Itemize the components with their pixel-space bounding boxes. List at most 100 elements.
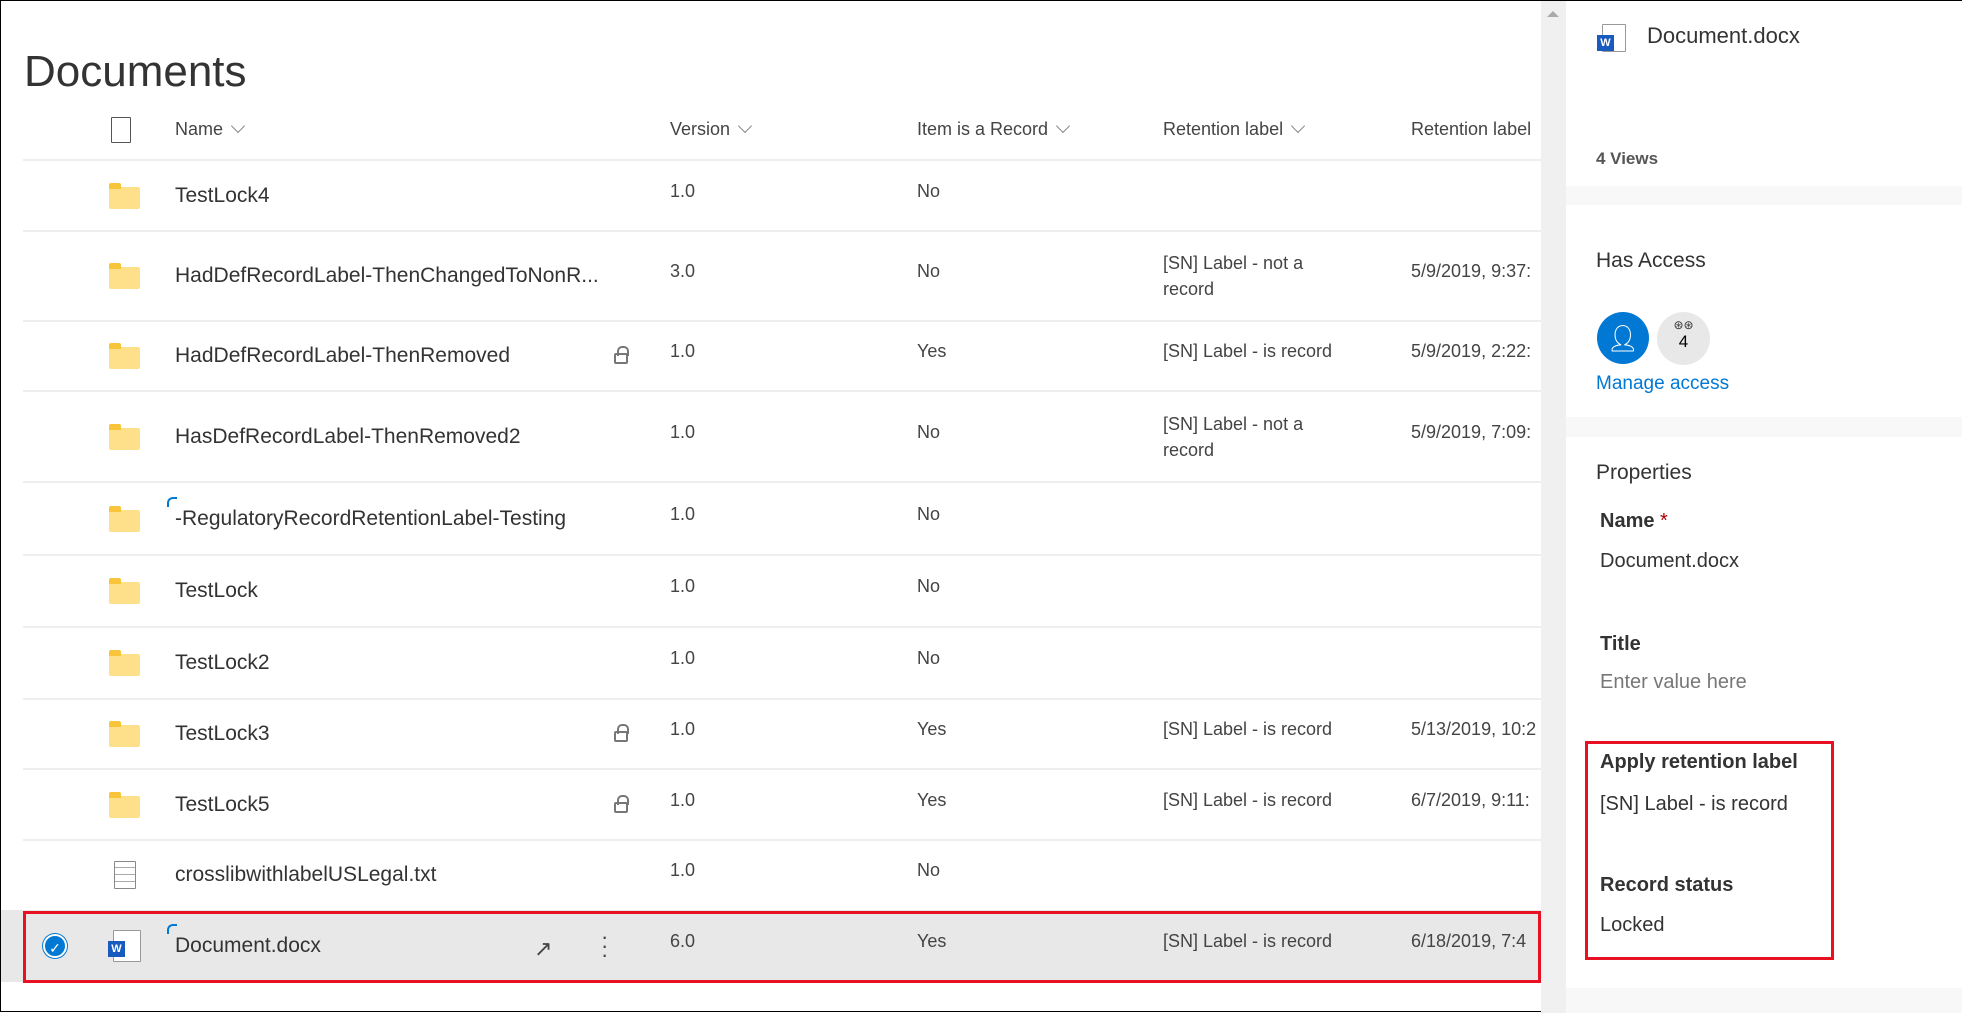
details-panel bbox=[1566, 1, 1962, 1013]
column-header-item-is-record[interactable]: Item is a Record bbox=[917, 118, 1071, 140]
access-count: 4 bbox=[1678, 332, 1689, 351]
lock-icon bbox=[614, 724, 629, 742]
retention-label-cell: [SN] Label - is record bbox=[1163, 341, 1333, 361]
item-is-record-cell: No bbox=[917, 180, 941, 201]
table-row[interactable]: HadDefRecordLabel-ThenRemoved 1.0 Yes [SN] … bbox=[1, 321, 1541, 391]
file-type-header-icon[interactable] bbox=[111, 117, 131, 143]
name-field-label: Name * bbox=[1600, 510, 1668, 533]
retention-label-cell: [SN] Label - not a record bbox=[1163, 253, 1304, 299]
item-is-record-cell: No bbox=[917, 860, 941, 880]
file-name-link[interactable]: HadDefRecordLabel-ThenRemoved bbox=[175, 344, 511, 367]
text-file-icon bbox=[114, 861, 136, 889]
views-count: 4 Views bbox=[1596, 149, 1659, 168]
apply-retention-label-value[interactable]: [SN] Label - is record bbox=[1600, 793, 1788, 815]
file-name-link[interactable]: -RegulatoryRecordRetentionLabel-Testing bbox=[175, 506, 567, 530]
table-row[interactable]: HasDefRecordLabel-ThenRemoved2 1.0 No [SN] … bbox=[1, 391, 1541, 482]
chevron-down-icon bbox=[1055, 118, 1071, 134]
file-name-link[interactable]: TestLock bbox=[175, 579, 258, 602]
file-name-link[interactable]: TestLock5 bbox=[175, 792, 270, 816]
folder-icon bbox=[109, 505, 140, 532]
retention-date-cell: 5/9/2019, 7:09: bbox=[1411, 421, 1532, 442]
retention-label-cell: [SN] Label - is record bbox=[1163, 931, 1333, 951]
manage-access-link[interactable]: Manage access bbox=[1596, 373, 1730, 394]
more-options-icon[interactable]: · · · bbox=[601, 924, 609, 967]
column-header-name[interactable]: Name bbox=[175, 118, 246, 140]
row-divider bbox=[23, 481, 1541, 483]
row-divider bbox=[23, 626, 1541, 628]
item-is-record-cell: No bbox=[917, 648, 941, 668]
retention-label-cell: [SN] Label - is record bbox=[1163, 789, 1333, 810]
table-row[interactable]: HadDefRecordLabel-ThenChangedToNonR... 3.… bbox=[1, 231, 1541, 321]
retention-label-cell: [SN] Label - is record bbox=[1163, 719, 1333, 739]
title-field-input[interactable]: Enter value here bbox=[1600, 671, 1747, 693]
share-icon[interactable]: ↗ bbox=[534, 936, 553, 961]
name-field-value[interactable]: Document.docx bbox=[1600, 550, 1739, 572]
panel-file-name: Document.docx bbox=[1647, 23, 1800, 48]
item-is-record-cell: Yes bbox=[917, 789, 947, 810]
properties-heading: Properties bbox=[1596, 461, 1692, 484]
table-row[interactable]: TestLock4 1.0 No bbox=[1, 160, 1541, 231]
folder-icon bbox=[109, 650, 140, 676]
version-cell: 1.0 bbox=[670, 719, 696, 739]
table-row[interactable]: TestLock5 1.0 Yes [SN] Label - is record 6/7… bbox=[1, 769, 1541, 840]
file-name-link[interactable]: Document.docx bbox=[175, 934, 321, 957]
section-divider bbox=[1566, 417, 1962, 437]
folder-icon bbox=[109, 343, 140, 369]
record-status-value: Locked bbox=[1600, 914, 1665, 936]
file-name-link[interactable]: TestLock4 bbox=[175, 183, 270, 207]
version-cell: 1.0 bbox=[670, 860, 696, 880]
table-row[interactable]: -RegulatoryRecordRetentionLabel-Testing 1… bbox=[1, 482, 1541, 555]
shared-with-button[interactable]: ⊛⊛ 4 bbox=[1657, 312, 1710, 365]
section-divider bbox=[1566, 186, 1962, 205]
people-icon: ⊛⊛ bbox=[1673, 318, 1694, 332]
table-row[interactable]: ✓ W Document.docx ↗ · · · 6.0 Yes [SN] Label - is… bbox=[1, 910, 1541, 982]
lock-icon bbox=[614, 346, 629, 364]
item-is-record-cell: Yes bbox=[917, 719, 947, 739]
table-row[interactable]: crosslibwithlabelUSLegal.txt 1.0 No bbox=[1, 840, 1541, 910]
file-name-link[interactable]: TestLock3 bbox=[175, 722, 270, 745]
retention-highlight-box bbox=[1585, 741, 1834, 960]
version-cell: 1.0 bbox=[670, 341, 696, 361]
table-row[interactable]: TestLock 1.0 No bbox=[1, 555, 1541, 627]
folder-icon bbox=[109, 791, 140, 818]
chevron-down-icon bbox=[1291, 118, 1306, 134]
chevron-down-icon bbox=[737, 118, 753, 134]
item-is-record-cell: No bbox=[917, 503, 941, 524]
selected-checkmark-icon[interactable]: ✓ bbox=[43, 934, 67, 958]
table-row[interactable]: TestLock2 1.0 No bbox=[1, 627, 1541, 699]
word-document-icon: W bbox=[108, 930, 141, 962]
file-name-link[interactable]: crosslibwithlabelUSLegal.txt bbox=[175, 863, 437, 886]
version-cell: 1.0 bbox=[670, 648, 696, 668]
page-title: Documents bbox=[24, 47, 247, 96]
scrollbar[interactable] bbox=[1541, 1, 1566, 1013]
file-name-link[interactable]: HadDefRecordLabel-ThenChangedToNonR... bbox=[175, 264, 599, 287]
row-divider bbox=[23, 320, 1541, 322]
version-cell: 1.0 bbox=[670, 503, 696, 524]
folder-icon bbox=[109, 578, 140, 604]
folder-icon bbox=[109, 263, 140, 289]
sync-status-icon bbox=[167, 496, 177, 507]
file-name-link[interactable]: HasDefRecordLabel-ThenRemoved2 bbox=[175, 424, 521, 448]
item-is-record-cell: Yes bbox=[917, 341, 947, 361]
retention-date-cell: 6/7/2019, 9:11: bbox=[1411, 789, 1530, 810]
title-field-label: Title bbox=[1600, 633, 1641, 655]
add-person-button[interactable]: 👤︎ bbox=[1597, 312, 1649, 364]
version-cell: 6.0 bbox=[670, 931, 696, 951]
retention-date-cell: 6/18/2019, 7:4 bbox=[1411, 931, 1527, 951]
table-row[interactable]: TestLock3 1.0 Yes [SN] Label - is record 5/1… bbox=[1, 699, 1541, 769]
scroll-up-arrow-icon[interactable] bbox=[1547, 11, 1559, 17]
column-header-label: Name bbox=[175, 119, 224, 139]
version-cell: 3.0 bbox=[670, 261, 696, 281]
version-cell: 1.0 bbox=[670, 789, 696, 810]
row-divider bbox=[23, 839, 1541, 841]
folder-icon bbox=[109, 423, 140, 450]
record-status-label: Record status bbox=[1600, 874, 1734, 896]
row-divider bbox=[23, 554, 1541, 556]
column-header-label: Retention label bbox=[1163, 119, 1284, 139]
column-header-version[interactable]: Version bbox=[670, 118, 753, 140]
column-header-retention-label-applied[interactable]: Retention label bbox=[1411, 119, 1541, 140]
file-name-link[interactable]: TestLock2 bbox=[175, 651, 270, 674]
version-cell: 1.0 bbox=[670, 421, 696, 442]
column-header-retention-label[interactable]: Retention label bbox=[1163, 118, 1306, 140]
row-divider bbox=[23, 698, 1541, 700]
